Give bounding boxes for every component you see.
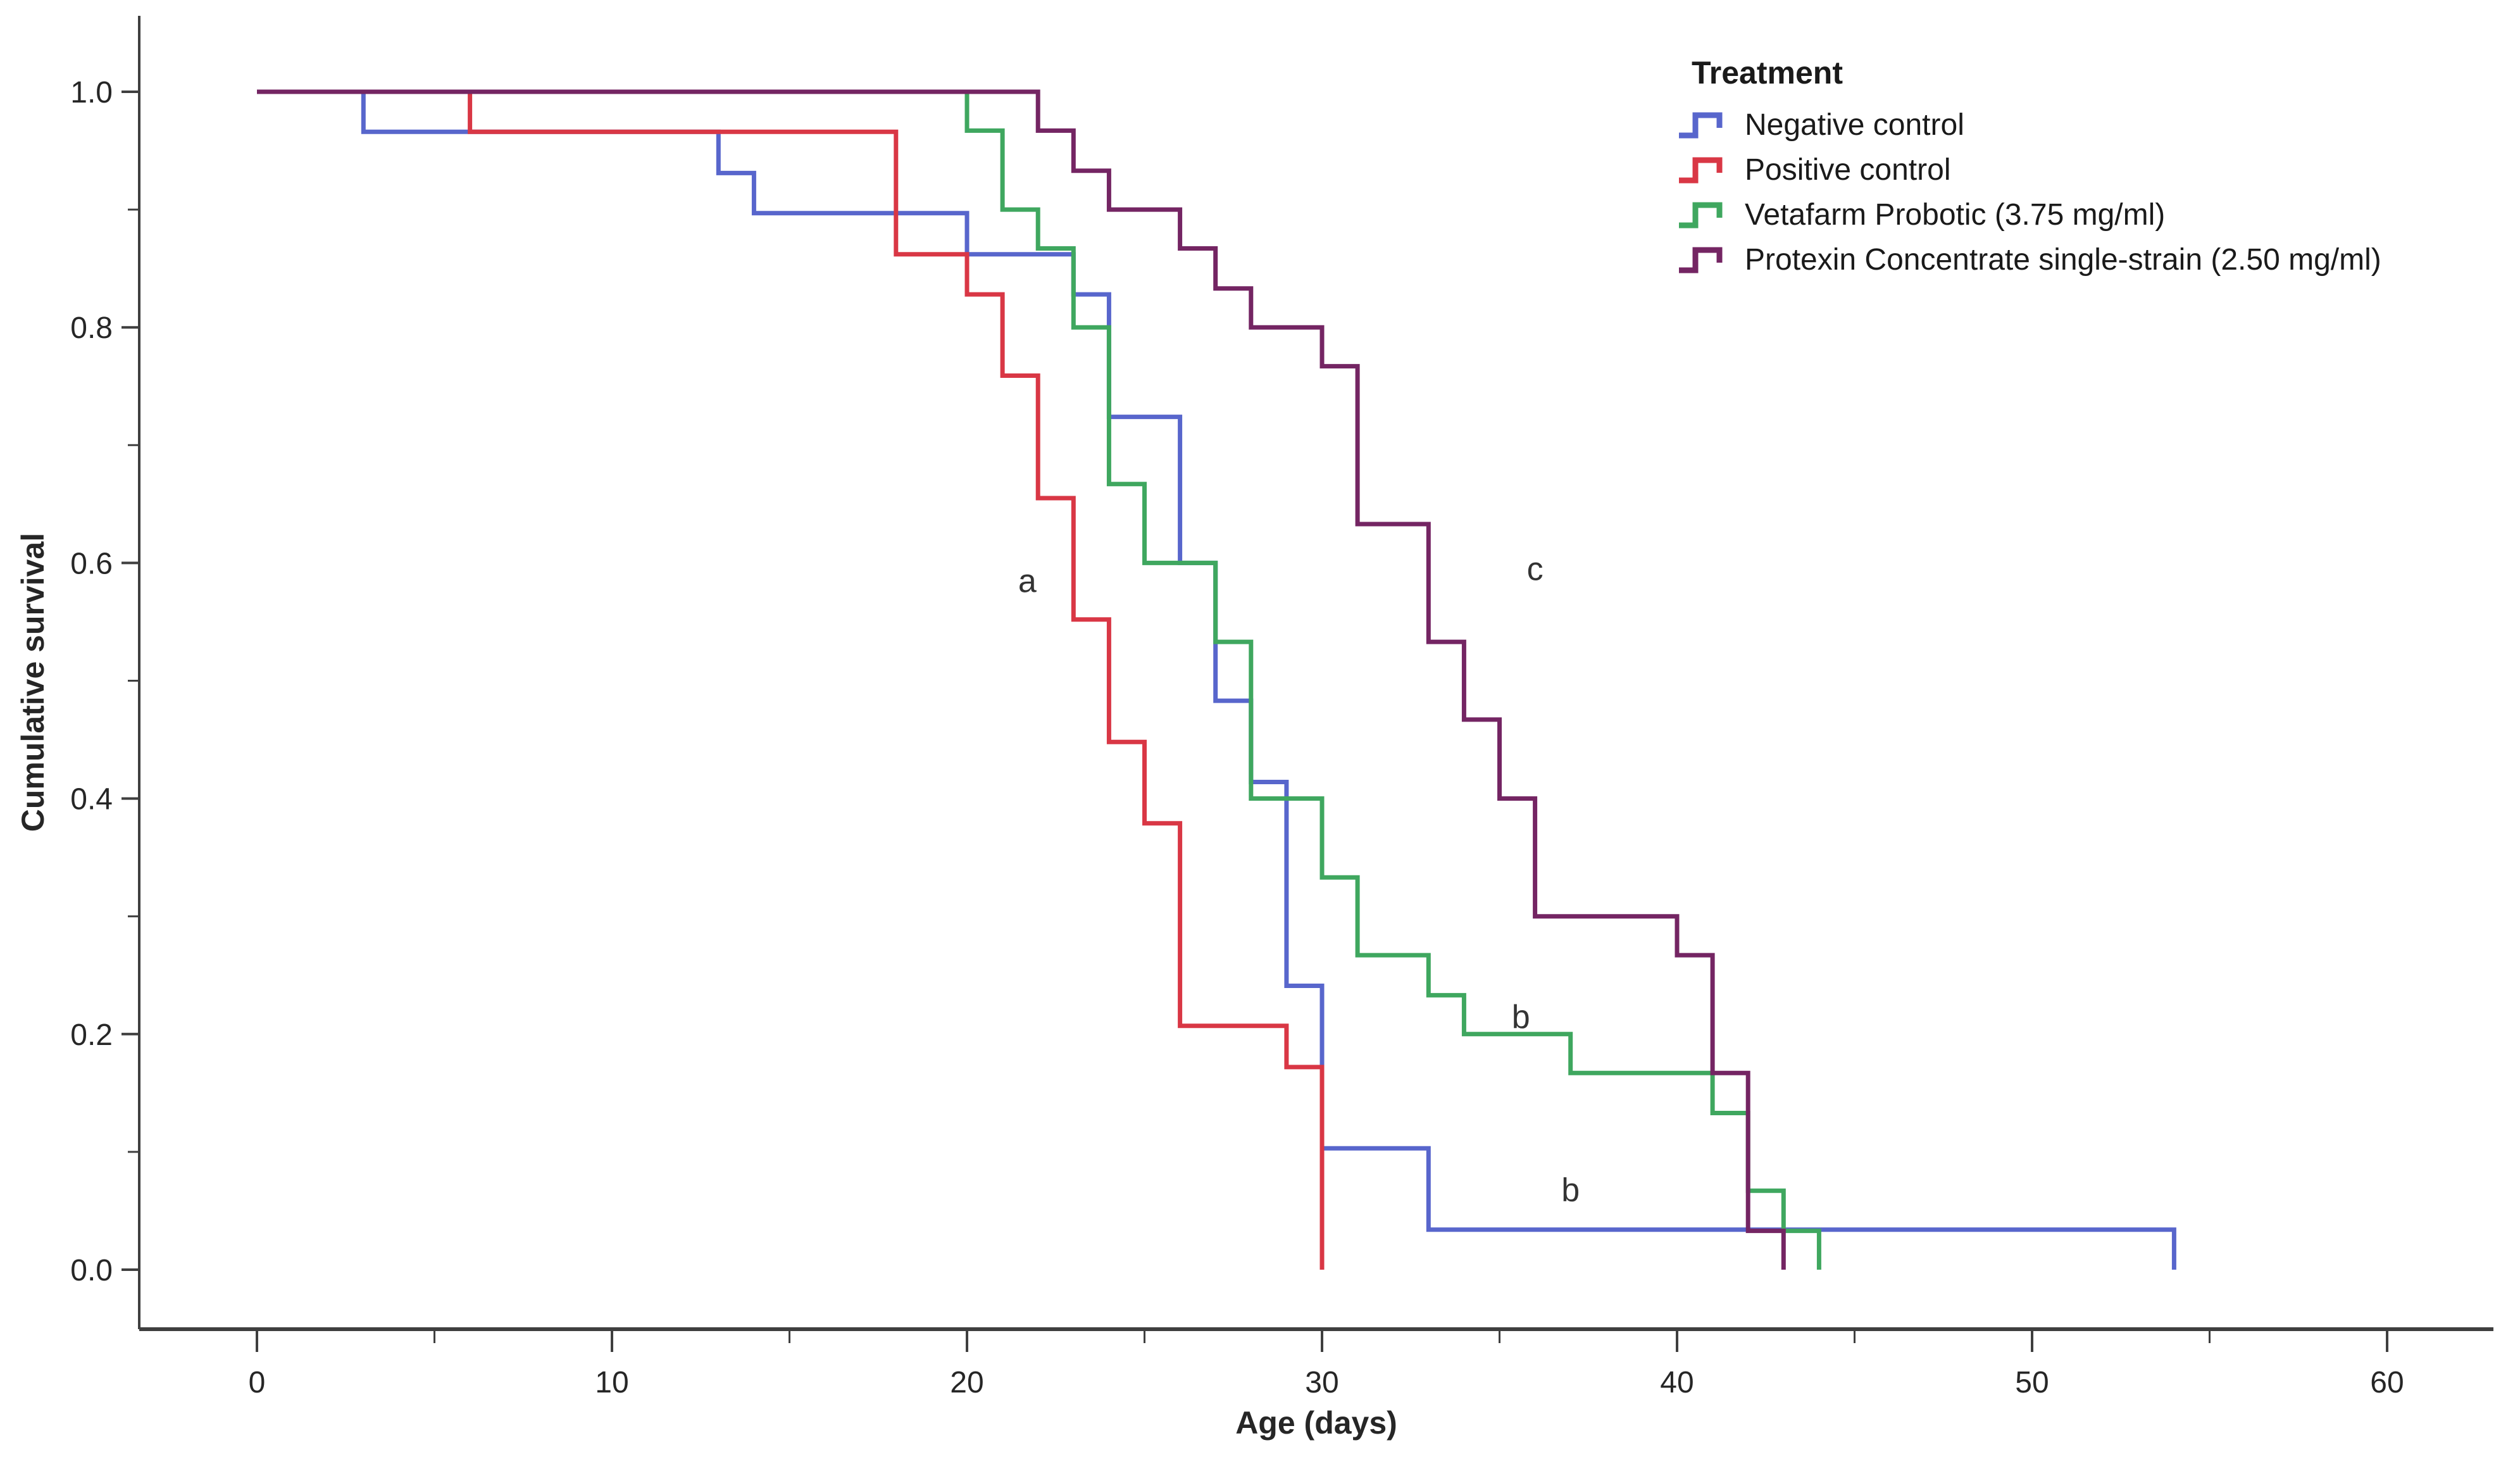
legend-item-vetafarm-probotic: Vetafarm Probotic (3.75 mg/ml) xyxy=(1675,192,2381,237)
curve-vetafarm-probotic-3-75-mg-ml xyxy=(257,89,1821,1270)
x-tick-label: 40 xyxy=(1660,1366,1694,1399)
y-tick-label: 0.2 xyxy=(70,1018,113,1052)
x-tick-label: 20 xyxy=(950,1366,983,1399)
step-line-swatch-icon xyxy=(1679,247,1723,273)
x-axis-title: Age (days) xyxy=(1235,1405,1397,1441)
legend: Treatment Negative control Positive cont… xyxy=(1675,54,2381,282)
legend-item-label: Vetafarm Probotic (3.75 mg/ml) xyxy=(1745,198,2166,232)
legend-item-protexin-concentrate: Protexin Concentrate single-strain (2.50… xyxy=(1675,237,2381,282)
x-tick-label: 0 xyxy=(249,1366,266,1399)
step-line-swatch-icon xyxy=(1679,202,1723,228)
y-tick-label: 1.0 xyxy=(70,76,113,109)
y-tick-label: 0.8 xyxy=(70,311,113,345)
x-tick-label: 50 xyxy=(2015,1366,2049,1399)
y-tick-label: 0.4 xyxy=(70,783,113,816)
y-axis-title: Cumulative survival xyxy=(15,532,51,832)
legend-item-label: Positive control xyxy=(1745,153,1951,187)
legend-item-positive-control: Positive control xyxy=(1675,147,2381,192)
x-tick-label: 10 xyxy=(595,1366,628,1399)
step-line-swatch-icon xyxy=(1679,157,1723,183)
y-tick-label: 0.6 xyxy=(70,547,113,580)
annotation-b: b xyxy=(1512,999,1530,1035)
curve-protexin-concentrate-single-strain-2-50-mg-ml xyxy=(257,89,1786,1270)
annotation-b: b xyxy=(1561,1172,1580,1208)
y-tick-label: 0.0 xyxy=(70,1254,113,1287)
legend-item-label: Protexin Concentrate single-strain (2.50… xyxy=(1745,243,2381,277)
x-tick-label: 60 xyxy=(2370,1366,2404,1399)
annotation-c: c xyxy=(1527,551,1544,588)
x-tick-label: 30 xyxy=(1305,1366,1338,1399)
curve-positive-control xyxy=(257,89,1325,1270)
legend-item-label: Negative control xyxy=(1745,108,1964,142)
annotation-a: a xyxy=(1018,563,1037,599)
legend-item-negative-control: Negative control xyxy=(1675,103,2381,147)
legend-title: Treatment xyxy=(1692,55,1843,91)
step-line-swatch-icon xyxy=(1679,112,1723,138)
